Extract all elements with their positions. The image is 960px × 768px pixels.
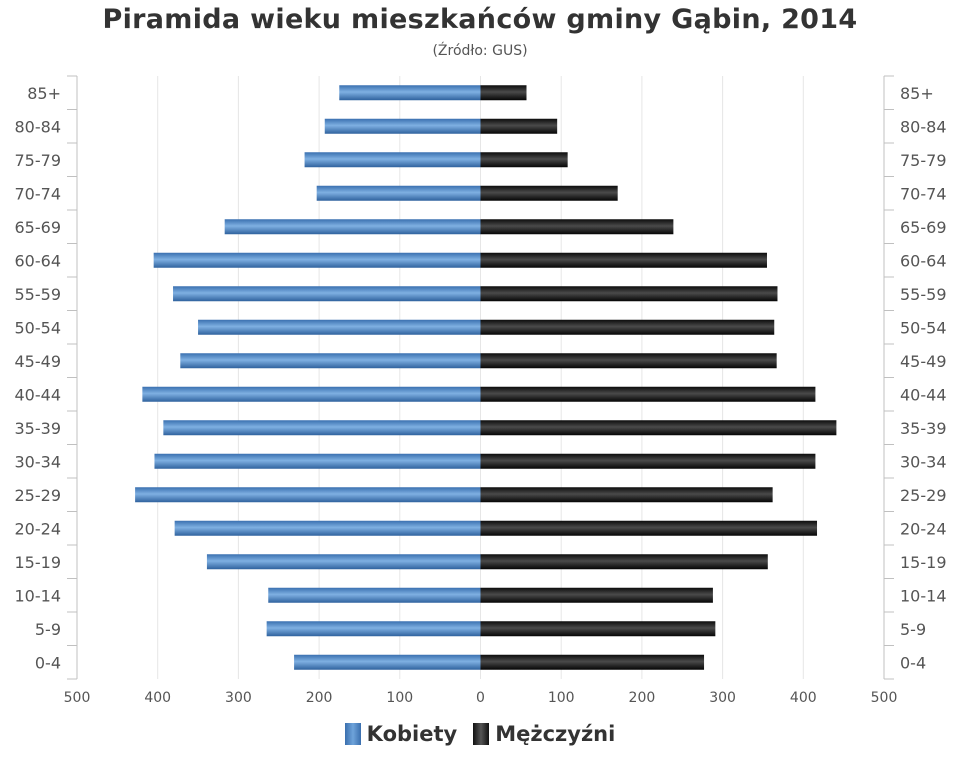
- bar-kobiety: [153, 252, 481, 268]
- y-category-label-right: 0-4: [900, 653, 926, 672]
- y-category-label-left: 80-84: [15, 117, 62, 136]
- bar-kobiety: [316, 185, 481, 201]
- x-tick-label: 100: [386, 690, 413, 706]
- legend-swatch-mezczyzni: [473, 723, 490, 745]
- bar-mezczyzni: [480, 118, 558, 134]
- y-category-label-left: 15-19: [15, 553, 62, 572]
- y-category-label-right: 85+: [900, 84, 934, 103]
- bar-mezczyzni: [480, 353, 777, 369]
- x-tick-label: 500: [871, 690, 898, 706]
- y-category-label-left: 25-29: [15, 486, 62, 505]
- y-category-label-left: 35-39: [15, 419, 62, 438]
- bar-mezczyzni: [480, 487, 773, 503]
- x-tick-label: 0: [476, 690, 485, 706]
- y-category-label-right: 35-39: [900, 419, 947, 438]
- y-category-label-right: 80-84: [900, 117, 947, 136]
- bar-mezczyzni: [480, 252, 767, 268]
- y-category-label-right: 20-24: [900, 519, 947, 538]
- bar-mezczyzni: [480, 386, 816, 402]
- x-tick-label: 200: [306, 690, 333, 706]
- y-category-label-left: 65-69: [15, 218, 62, 237]
- bar-mezczyzni: [480, 587, 713, 603]
- y-category-label-left: 0-4: [35, 653, 61, 672]
- bar-kobiety: [266, 621, 481, 637]
- x-tick-label: 300: [709, 690, 736, 706]
- bar-mezczyzni: [480, 520, 818, 536]
- y-category-label-right: 10-14: [900, 586, 947, 605]
- bar-mezczyzni: [480, 286, 778, 302]
- y-category-label-left: 85+: [27, 84, 61, 103]
- bar-kobiety: [206, 554, 481, 570]
- bar-kobiety: [163, 420, 481, 436]
- bar-kobiety: [304, 152, 481, 168]
- legend-item-kobiety[interactable]: Kobiety: [344, 722, 458, 746]
- bar-mezczyzni: [480, 185, 618, 201]
- x-tick-label: 100: [548, 690, 575, 706]
- bar-mezczyzni: [480, 453, 816, 469]
- y-category-label-right: 30-34: [900, 452, 947, 471]
- chart-legend: Kobiety Mężczyźni: [0, 722, 960, 746]
- y-category-label-right: 25-29: [900, 486, 947, 505]
- x-tick-label: 400: [790, 690, 817, 706]
- y-category-label-left: 60-64: [15, 251, 62, 270]
- x-tick-label: 400: [144, 690, 171, 706]
- chart-title: Piramida wieku mieszkańców gminy Gąbin, …: [102, 4, 858, 35]
- y-category-label-right: 75-79: [900, 151, 947, 170]
- bar-mezczyzni: [480, 420, 837, 436]
- legend-swatch-kobiety: [344, 723, 361, 745]
- y-category-label-right: 65-69: [900, 218, 947, 237]
- x-tick-label: 200: [629, 690, 656, 706]
- bar-mezczyzni: [480, 85, 527, 101]
- y-category-label-right: 40-44: [900, 385, 947, 404]
- y-category-label-left: 45-49: [15, 352, 62, 371]
- legend-item-mezczyzni[interactable]: Mężczyźni: [473, 722, 615, 746]
- bar-kobiety: [224, 219, 481, 235]
- bar-kobiety: [154, 453, 481, 469]
- y-category-label-right: 55-59: [900, 285, 947, 304]
- y-category-label-left: 50-54: [15, 318, 62, 337]
- y-category-label-left: 55-59: [15, 285, 62, 304]
- bar-kobiety: [198, 319, 481, 335]
- x-tick-label: 500: [64, 690, 91, 706]
- bar-kobiety: [173, 286, 481, 302]
- legend-label-mezczyzni: Mężczyźni: [495, 722, 616, 746]
- bar-kobiety: [294, 654, 481, 670]
- bar-mezczyzni: [480, 554, 768, 570]
- y-category-label-left: 75-79: [15, 151, 62, 170]
- bar-kobiety: [268, 587, 481, 603]
- y-category-label-left: 70-74: [15, 184, 62, 203]
- chart-subtitle: (Źródło: GUS): [432, 43, 528, 59]
- bar-mezczyzni: [480, 219, 674, 235]
- bar-kobiety: [135, 487, 481, 503]
- bar-mezczyzni: [480, 319, 775, 335]
- bar-mezczyzni: [480, 152, 568, 168]
- y-category-label-right: 50-54: [900, 318, 947, 337]
- y-category-label-right: 60-64: [900, 251, 947, 270]
- legend-label-kobiety: Kobiety: [366, 722, 458, 746]
- bar-kobiety: [174, 520, 481, 536]
- x-tick-label: 300: [225, 690, 252, 706]
- bar-kobiety: [180, 353, 481, 369]
- bar-mezczyzni: [480, 621, 716, 637]
- y-category-label-right: 15-19: [900, 553, 947, 572]
- bar-kobiety: [142, 386, 481, 402]
- y-category-label-right: 45-49: [900, 352, 947, 371]
- bar-kobiety: [324, 118, 481, 134]
- bar-mezczyzni: [480, 654, 705, 670]
- y-category-label-left: 10-14: [15, 586, 62, 605]
- bar-kobiety: [339, 85, 481, 101]
- y-category-label-right: 5-9: [900, 620, 926, 639]
- y-category-label-left: 20-24: [15, 519, 62, 538]
- y-category-label-right: 70-74: [900, 184, 947, 203]
- y-category-label-left: 5-9: [35, 620, 61, 639]
- y-category-label-left: 30-34: [15, 452, 62, 471]
- y-category-label-left: 40-44: [15, 385, 62, 404]
